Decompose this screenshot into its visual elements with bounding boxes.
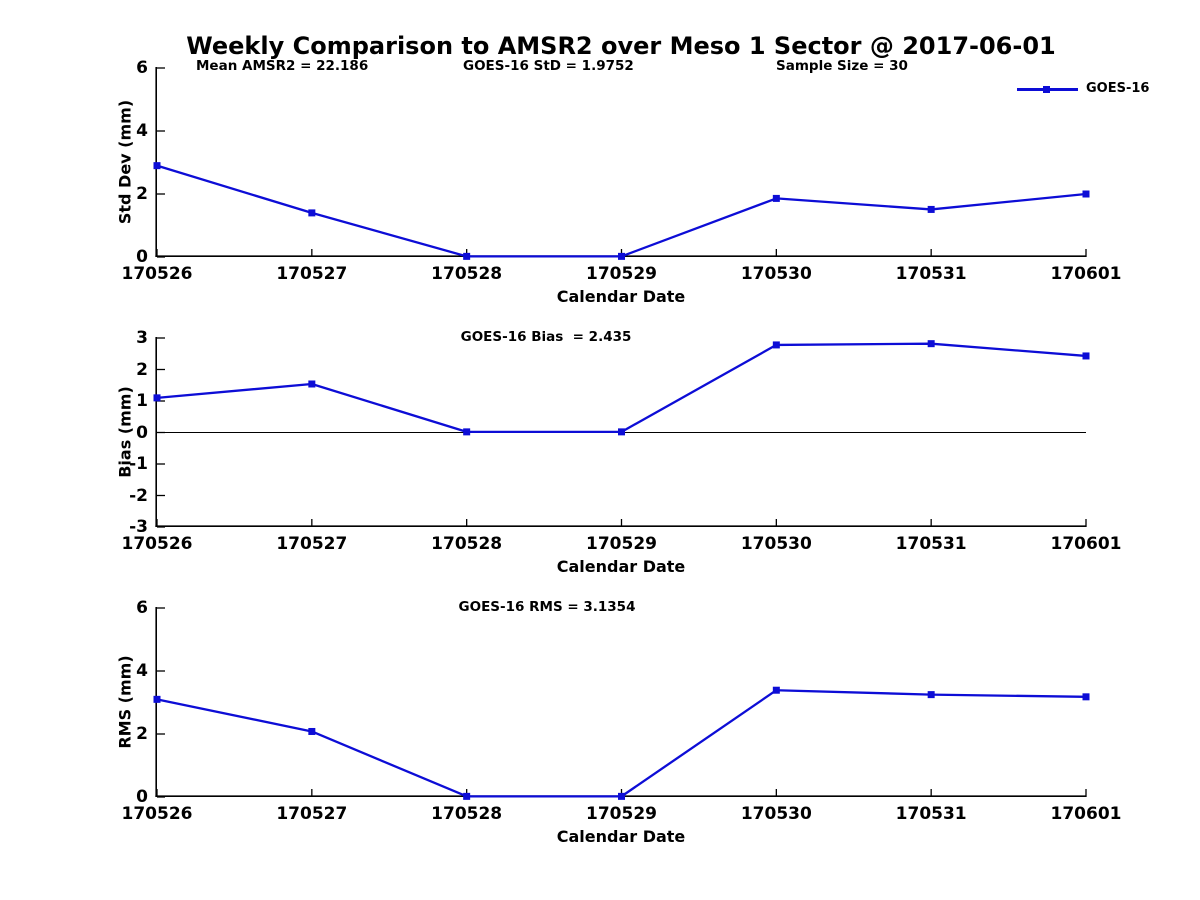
x-tick-label: 170601 [1050,804,1122,824]
y-tick-label: -3 [129,517,148,537]
x-tick-label: 170531 [895,534,967,554]
x-tick-label: 170601 [1050,264,1122,284]
data-point-marker [308,727,316,735]
data-point-marker [1082,693,1090,701]
y-tick-label: 2 [136,724,148,744]
data-point-marker [772,686,780,694]
data-point-marker [927,340,935,348]
data-point-marker [618,792,625,800]
y-tick-label: 3 [136,328,148,348]
y-tick-label: 0 [136,422,148,443]
x-tick-label: 170530 [740,534,812,554]
data-line [156,164,1087,258]
x-axis-label-bottom: Calendar Date [556,827,686,846]
y-axis-label-stddev: Std Dev (mm) [115,99,135,225]
x-tick-label: 170530 [740,804,812,824]
x-tick-label: 170526 [121,264,193,284]
y-tick-label: 6 [136,598,148,618]
y-tick-label: -2 [129,485,148,506]
x-tick-label: 170528 [431,804,503,824]
x-tick-label: 170526 [121,534,193,554]
figure-title: Weekly Comparison to AMSR2 over Meso 1 S… [186,32,1056,60]
data-point-marker [153,394,161,402]
data-point-marker [1082,352,1090,360]
x-tick-label: 170531 [895,264,967,284]
data-line [156,689,1087,798]
x-tick-label: 170601 [1050,534,1122,554]
data-point-marker [308,209,316,217]
data-point-marker [153,162,161,170]
data-point-marker [463,792,471,800]
x-tick-label: 170529 [586,804,657,824]
data-point-marker [463,428,471,436]
y-tick-label: 0 [136,247,148,267]
data-point-marker [308,380,316,388]
legend-marker-icon [1043,85,1050,93]
x-axis-label-middle: Calendar Date [556,557,686,576]
y-tick-label: 6 [136,58,148,78]
x-tick-label: 170527 [276,804,348,824]
data-point-marker [927,691,935,699]
y-tick-label: 2 [136,184,148,204]
data-point-marker [618,428,625,436]
data-point-marker [927,205,935,213]
x-tick-label: 170530 [740,264,812,284]
stat-mean-amsr2: Mean AMSR2 = 22.186 [196,58,369,74]
chart-title-bias: GOES-16 Bias = 2.435 [460,329,632,345]
data-point-marker [772,194,780,202]
data-line [156,342,1087,434]
x-tick-label: 170531 [895,804,967,824]
x-tick-label: 170529 [586,534,657,554]
y-tick-label: 0 [136,787,148,807]
y-tick-label: 4 [136,121,148,141]
stat-sample-size: Sample Size = 30 [776,58,908,74]
data-point-marker [772,341,780,349]
data-point-marker [153,695,161,703]
x-tick-label: 170526 [121,804,193,824]
x-tick-label: 170528 [431,534,503,554]
chart-title-rms: GOES-16 RMS = 3.1354 [458,599,636,615]
y-tick-label: 2 [136,359,148,380]
y-tick-label: 1 [136,391,148,411]
data-point-marker [463,252,471,260]
x-tick-label: 170529 [586,264,657,284]
x-tick-label: 170527 [276,264,348,284]
data-point-marker [1082,190,1090,198]
y-tick-label: -1 [129,454,148,474]
stat-goes16-std: GOES-16 StD = 1.9752 [463,58,634,74]
x-tick-label: 170528 [431,264,503,284]
x-tick-label: 170527 [276,534,348,554]
legend: GOES-16 [1016,80,1166,98]
legend-label: GOES-16 [1086,81,1150,96]
x-axis-label-top: Calendar Date [556,287,686,306]
y-tick-label: 4 [136,661,148,681]
data-point-marker [618,252,625,260]
